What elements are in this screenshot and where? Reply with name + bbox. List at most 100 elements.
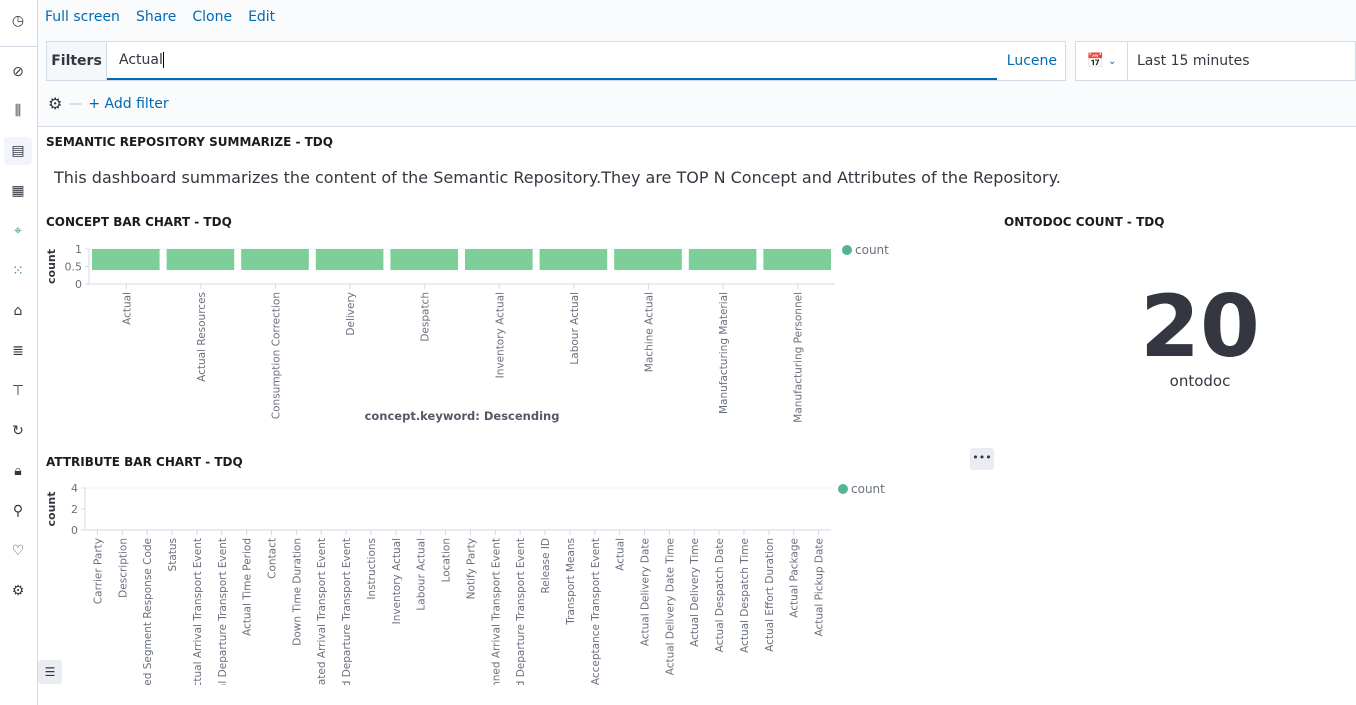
x-tick-label: Actual Delivery Date Time: [664, 538, 676, 675]
gear-icon[interactable]: ⚙: [48, 94, 63, 113]
filter-row: ⚙ — + Add filter: [48, 94, 169, 113]
separator: —: [68, 95, 83, 112]
x-tick-label: Actual Departure Transport Event: [217, 538, 229, 685]
ml-icon[interactable]: ⁙: [12, 263, 24, 279]
query-value: Actual: [119, 52, 163, 68]
bar[interactable]: [614, 249, 682, 270]
quick-menu-button[interactable]: 📅 ⌄: [1076, 42, 1128, 80]
x-tick-label: Actual: [615, 538, 627, 571]
chevron-down-icon: ⌄: [1108, 55, 1117, 67]
security-icon[interactable]: 🔒︎: [14, 463, 22, 479]
x-tick-label: Labour Actual: [569, 292, 581, 365]
canvas-icon[interactable]: ▦: [11, 183, 25, 199]
y-tick-label: 4: [71, 482, 78, 495]
x-tick-label: Despatch: [420, 292, 432, 342]
y-tick-label: 0.5: [65, 261, 83, 274]
add-filter-button[interactable]: + Add filter: [88, 95, 169, 112]
x-tick-label: Actual Pickup Date: [814, 538, 826, 637]
management-icon[interactable]: ⚙: [11, 583, 25, 599]
legend-dot: [842, 245, 852, 255]
panel-options-button[interactable]: •••: [970, 448, 994, 470]
x-tick-label: Description: [117, 538, 129, 598]
concept-bar-chart: 0 0.5 1 count Actual Actual Resources Consumpt…: [45, 243, 889, 423]
legend-item[interactable]: count: [851, 482, 885, 496]
metric-label: ontodoc: [1169, 372, 1231, 390]
y-tick-label: 0: [71, 524, 78, 537]
calendar-icon: 📅: [1086, 53, 1105, 69]
bar[interactable]: [390, 249, 458, 270]
x-tick-label: Acceptance Transport Event: [590, 538, 602, 685]
y-tick-label: 2: [71, 503, 78, 516]
compass-icon[interactable]: ⊘: [12, 64, 24, 80]
metric-value: 20: [1140, 277, 1260, 377]
monitoring-icon[interactable]: ♡: [11, 543, 25, 559]
query-bar: Filters Actual Lucene: [46, 41, 1066, 81]
infra-icon[interactable]: ⌂: [13, 303, 23, 319]
x-tick-label: Labour Actual: [416, 538, 428, 611]
apm-icon[interactable]: ⊤: [11, 383, 25, 399]
x-tick-label: Requested Segment Response Code: [142, 538, 154, 685]
x-tick-label: Actual Despatch Time: [739, 538, 751, 653]
x-tick-label: Planned Arrival Transport Event: [490, 538, 502, 685]
x-tick-label: Machine Actual: [644, 292, 656, 372]
x-tick-label: Inventory Actual: [494, 292, 506, 378]
logs-icon[interactable]: ≣: [12, 343, 24, 359]
legend-item[interactable]: count: [855, 243, 889, 257]
bar[interactable]: [241, 249, 309, 270]
time-range[interactable]: Last 15 minutes: [1137, 53, 1250, 69]
attribute-chart-title: ATTRIBUTE BAR CHART - TDQ: [46, 455, 243, 469]
uptime-icon[interactable]: ↻: [12, 423, 24, 439]
x-tick-label: Manufacturing Material: [718, 292, 730, 414]
maps-icon[interactable]: ⌖: [14, 223, 22, 239]
bar[interactable]: [315, 249, 384, 270]
x-tick-label: Actual Resources: [196, 292, 208, 382]
top-bar: Full screen Share Clone Edit Filters Act…: [38, 0, 1356, 127]
x-tick-label: Notify Party: [465, 538, 477, 599]
y-tick-label: 1: [75, 243, 82, 256]
x-tick-label: Consumption Correction: [271, 292, 283, 419]
x-tick-label: Status: [167, 538, 179, 571]
side-nav: ◷ ⊘ ⫼ ▤ ▦ ⌖ ⁙ ⌂ ≣ ⊤ ↻ 🔒︎ ⚲ ♡ ⚙: [0, 0, 38, 705]
x-tick-label: Estimated Arrival Transport Event: [316, 538, 328, 685]
x-tick-label: Location: [441, 538, 453, 582]
query-input[interactable]: Actual: [107, 42, 997, 80]
bar[interactable]: [465, 249, 533, 270]
x-tick-label: Down Time Duration: [291, 538, 303, 646]
devtools-icon[interactable]: ⚲: [12, 503, 24, 519]
x-tick-label: Actual Arrival Transport Event: [192, 538, 204, 685]
edit-link[interactable]: Edit: [248, 9, 276, 25]
x-tick-label: Actual Delivery Time: [689, 538, 701, 647]
concept-chart-title: CONCEPT BAR CHART - TDQ: [46, 215, 232, 229]
x-tick-label: Carrier Party: [92, 538, 104, 604]
bar[interactable]: [688, 249, 757, 270]
x-tick-label: Estimated Departure Transport Event: [341, 538, 353, 685]
x-tick-label: Actual Time Period: [242, 538, 254, 636]
x-tick-label: Transport Means: [565, 538, 577, 626]
x-tick-label: Actual: [121, 292, 133, 325]
bar[interactable]: [539, 249, 608, 270]
x-tick-label: Release ID: [540, 538, 552, 594]
bar[interactable]: [166, 249, 235, 270]
dashboard-menu: Full screen Share Clone Edit: [45, 9, 275, 25]
y-tick-label: 0: [75, 278, 82, 291]
y-axis-label: count: [45, 249, 58, 284]
bar[interactable]: [763, 249, 831, 270]
legend-dot: [838, 484, 848, 494]
x-tick-label: Contact: [267, 538, 279, 579]
visualize-icon[interactable]: ⫼: [14, 103, 22, 119]
text-cursor: [162, 52, 164, 68]
legend-toggle-icon[interactable]: ☰: [38, 660, 62, 684]
full-screen-link[interactable]: Full screen: [45, 9, 120, 25]
bar[interactable]: [92, 249, 160, 270]
dashboard-icon[interactable]: ▤: [4, 137, 32, 165]
markdown-panel-title: SEMANTIC REPOSITORY SUMMARIZE - TDQ: [46, 135, 333, 149]
x-tick-label: Instructions: [366, 538, 378, 600]
x-tick-label: Actual Delivery Date: [640, 538, 652, 646]
language-switcher[interactable]: Lucene: [1006, 53, 1057, 69]
clone-link[interactable]: Clone: [192, 9, 233, 25]
share-link[interactable]: Share: [135, 9, 177, 25]
x-axis-label: concept.keyword: Descending: [365, 409, 560, 423]
x-tick-label: Planned Departure Transport Event: [515, 538, 527, 685]
clock-icon[interactable]: ◷: [11, 13, 25, 29]
date-picker: 📅 ⌄ Last 15 minutes: [1075, 41, 1356, 81]
